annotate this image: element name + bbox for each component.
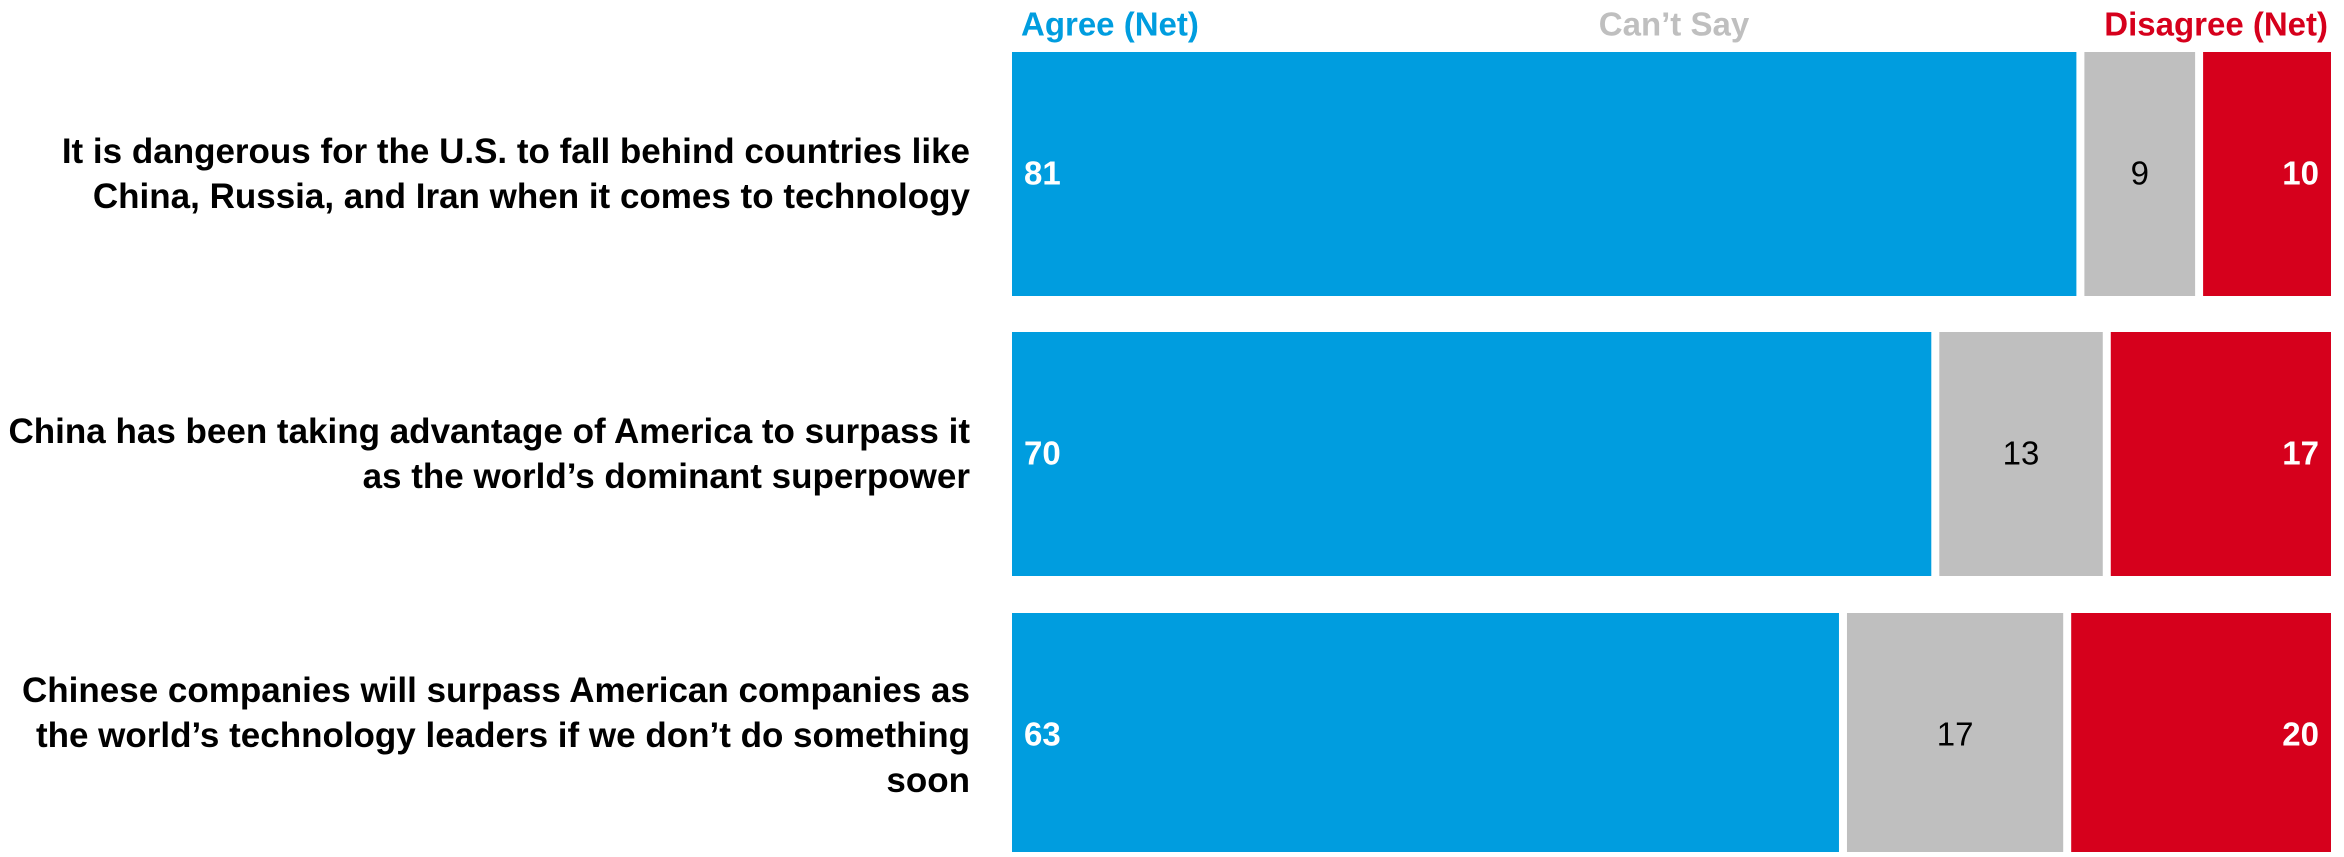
data-label: 17: [1937, 716, 1974, 753]
bar-segment: [1012, 332, 1932, 576]
bar-segment: [1846, 613, 2064, 852]
category-label: Chinese companies will surpass American …: [22, 670, 970, 800]
bar-segment: [2203, 52, 2331, 296]
category-label: China has been taking advantage of Ameri…: [8, 412, 970, 496]
bar-segment: [2110, 332, 2331, 576]
data-label: 17: [2282, 435, 2319, 472]
legend-label: Can’t Say: [1599, 6, 1750, 43]
data-label: 9: [2131, 155, 2149, 192]
data-label: 63: [1024, 716, 1061, 753]
category-label: It is dangerous for the U.S. to fall beh…: [61, 132, 970, 216]
data-label: 81: [1024, 155, 1061, 192]
bar-segment: [2071, 613, 2331, 852]
data-label: 13: [2003, 435, 2040, 472]
data-label: 20: [2282, 716, 2319, 753]
legend-label: Agree (Net): [1021, 6, 1199, 43]
bar-segment: [2084, 52, 2196, 296]
bar-segment: [1012, 613, 1839, 852]
data-label: 70: [1024, 435, 1061, 472]
legend-label: Disagree (Net): [2104, 6, 2328, 43]
data-label: 10: [2282, 155, 2319, 192]
bar-segment: [1939, 332, 2103, 576]
bar-segment: [1012, 52, 2077, 296]
